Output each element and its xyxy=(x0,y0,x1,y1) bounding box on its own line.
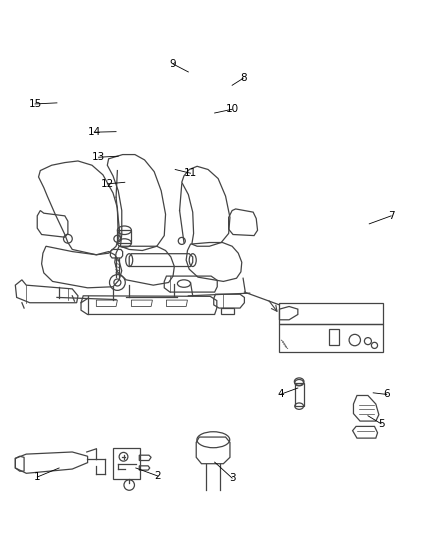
Text: 15: 15 xyxy=(28,99,42,109)
Text: 11: 11 xyxy=(184,168,197,178)
Text: 10: 10 xyxy=(226,104,239,114)
Text: 6: 6 xyxy=(383,390,390,399)
Text: 1: 1 xyxy=(34,472,41,482)
Text: 8: 8 xyxy=(240,74,247,83)
Text: 9: 9 xyxy=(170,59,177,69)
Text: 13: 13 xyxy=(92,152,105,162)
Text: 2: 2 xyxy=(154,471,161,481)
Bar xyxy=(328,329,339,345)
Text: 4: 4 xyxy=(277,390,284,399)
Text: 3: 3 xyxy=(229,473,236,483)
Text: 5: 5 xyxy=(378,419,385,429)
Text: 12: 12 xyxy=(101,179,114,189)
Text: 7: 7 xyxy=(388,211,395,221)
Text: 14: 14 xyxy=(88,127,101,137)
